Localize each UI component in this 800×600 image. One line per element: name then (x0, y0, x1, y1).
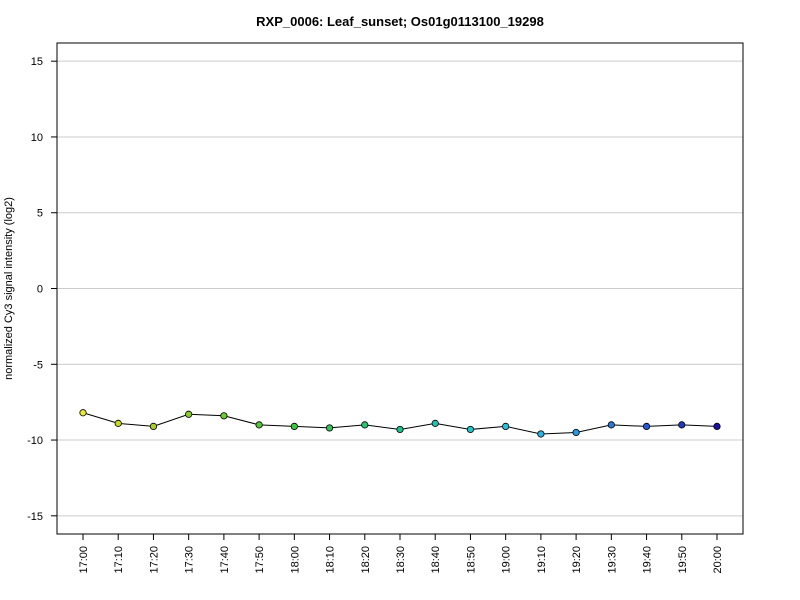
x-tick-label: 19:50 (677, 546, 689, 574)
data-point (713, 422, 721, 431)
x-tick-label: 17:00 (78, 546, 90, 574)
data-point (678, 421, 686, 429)
data-point (502, 422, 510, 431)
x-tick-label: 19:40 (642, 546, 654, 574)
x-tick-label: 18:40 (430, 546, 442, 574)
y-tick-label: 10 (31, 132, 43, 144)
data-point (185, 410, 193, 418)
gridlines (57, 60, 743, 517)
data-point (361, 421, 369, 429)
data-point (431, 419, 439, 427)
y-tick-label: -5 (33, 359, 43, 371)
x-tick-label: 17:30 (184, 546, 196, 574)
y-tick-label: 0 (37, 284, 43, 296)
x-tick-label: 18:00 (289, 546, 301, 574)
y-tick-label: -15 (27, 511, 43, 523)
x-tick-label: 18:30 (395, 546, 407, 574)
data-point (572, 428, 580, 437)
y-axis-title: normalized Cy3 signal intensity (log2) (3, 197, 15, 380)
x-tick-label: 19:10 (536, 546, 548, 574)
x-tick-label: 18:10 (325, 546, 337, 574)
x-tick-label: 20:00 (712, 546, 724, 574)
x-axis: 17:00 17:10 17:20 17:30 17:40 17:50 18:00 18:10… (78, 534, 724, 574)
x-tick-label: 19:30 (606, 546, 618, 574)
data-point (642, 422, 651, 431)
data-point (607, 421, 615, 429)
x-tick-label: 18:50 (465, 546, 477, 574)
x-tick-label: 18:20 (360, 546, 372, 574)
data-point (396, 425, 404, 434)
y-tick-label: -10 (27, 435, 43, 447)
data-point (114, 419, 122, 427)
x-tick-label: 17:10 (113, 546, 125, 574)
x-tick-label: 19:00 (501, 546, 513, 574)
data-point (290, 422, 298, 431)
data-point (325, 424, 334, 432)
x-tick-label: 17:40 (219, 546, 231, 574)
y-tick-label: 5 (37, 208, 43, 220)
x-tick-label: 17:50 (254, 546, 266, 574)
data-point (255, 421, 263, 429)
data-point (537, 430, 545, 438)
data-point (79, 409, 87, 417)
x-tick-label: 17:20 (148, 546, 160, 574)
x-tick-label: 19:20 (571, 546, 583, 574)
chart-title: RXP_0006: Leaf_sunset; Os01g0113100_1929… (256, 14, 544, 29)
data-point (466, 425, 475, 434)
data-point (149, 422, 158, 431)
y-tick-label: 15 (31, 56, 43, 68)
y-axis: 15 10 5 0 -5 -10 -15 (27, 56, 57, 523)
series-layer (79, 409, 721, 438)
data-point (220, 412, 228, 420)
